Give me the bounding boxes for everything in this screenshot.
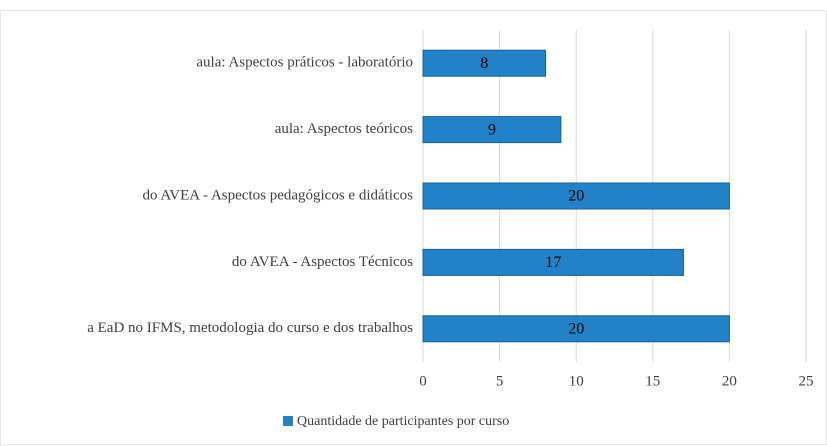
y-tick-label: a EaD no IFMS, metodologia do curso e do… [87,320,413,336]
bar [422,248,684,276]
data-label: 9 [488,121,496,138]
data-label: 20 [568,188,584,205]
y-tick-label: do AVEA - Aspectos Técnicos [232,254,413,270]
y-tick-label: do AVEA - Aspectos pedagógicos e didátic… [142,187,413,203]
x-tick-label: 20 [722,373,737,389]
data-label: 20 [568,320,584,337]
legend-swatch [283,416,293,426]
x-tick-label: 0 [419,373,427,389]
legend-label: Quantidade de participantes por curso [297,414,509,429]
x-tick-label: 25 [799,373,814,389]
y-tick-label: aula: Aspectos práticos - laboratório [196,55,413,71]
data-label: 8 [480,55,488,72]
x-tick-label: 10 [569,373,584,389]
x-tick-label: 5 [496,373,504,389]
x-tick-label: 15 [645,373,660,389]
bar [422,116,562,144]
data-label: 17 [545,254,561,271]
y-tick-label: aula: Aspectos teóricos [275,121,413,137]
chart-frame [0,10,827,445]
bar [422,182,730,210]
bar [422,315,730,343]
bar [422,49,547,77]
